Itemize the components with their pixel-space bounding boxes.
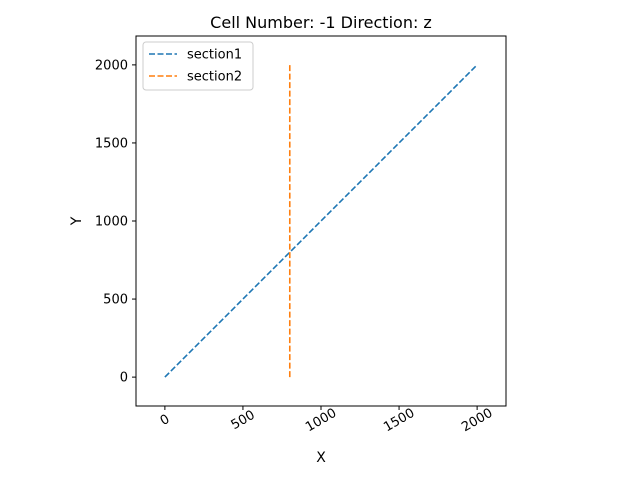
legend-label-section2: section2 [187,70,242,85]
y-tick-label: 500 [103,293,128,308]
series-layer [164,64,478,378]
y-axis-ticks: 0 500 1000 1500 2000 [95,58,136,386]
legend-label-section1: section1 [187,48,242,63]
series-line-section1 [164,64,478,378]
x-axis-label: X [316,450,326,466]
legend: section1 section2 [142,41,254,91]
plot-area [135,35,507,407]
y-tick-label: 2000 [95,58,128,73]
chart-title: Cell Number: -1 Direction: z [210,13,432,32]
y-tick-label: 1000 [95,215,128,230]
y-tick-label: 0 [120,371,128,386]
y-axis-label: Y [69,216,85,226]
legend-items: section1 section2 [149,48,242,85]
y-tick-label: 1500 [95,136,128,151]
